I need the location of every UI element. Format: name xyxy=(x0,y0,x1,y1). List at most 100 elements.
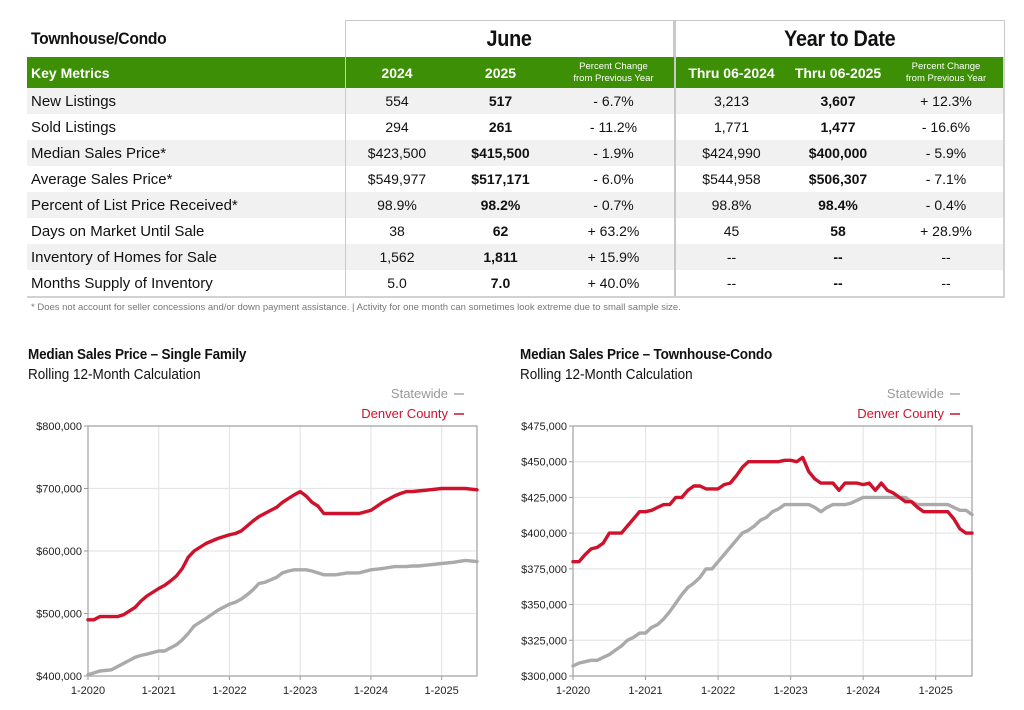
header-june-pct-line2: from Previous Year xyxy=(573,72,654,84)
row-metric-label: New Listings xyxy=(31,92,117,110)
row-metric-label: Median Sales Price* xyxy=(31,144,167,162)
cell-june-2025: 62 xyxy=(492,223,509,239)
y-tick-label: $325,000 xyxy=(521,635,567,647)
table-row: Average Sales Price* $549,977 $517,171 - 6.… xyxy=(27,166,1003,192)
x-tick-label: 1-2021 xyxy=(142,685,176,697)
x-tick-label: 1-2025 xyxy=(425,685,459,697)
cell-june-percent-change: + 40.0% xyxy=(587,275,640,291)
x-tick-label: 1-2023 xyxy=(283,685,317,697)
chart-svg-townhouse-condo: $300,000 $325,000 $350,000 $375,000 $400,000… xyxy=(521,386,974,697)
y-tick-label: $400,000 xyxy=(521,528,567,540)
section-title: Townhouse/Condo xyxy=(31,29,167,48)
table-row: Days on Market Until Sale 38 62 + 63.2% 45 58… xyxy=(27,218,1003,244)
cell-ytd-2025: 58 xyxy=(830,223,846,239)
cell-ytd-2025: 98.4% xyxy=(818,197,858,213)
header-june-2025: 2025 xyxy=(484,64,517,81)
group-header-june: June xyxy=(345,20,674,57)
x-tick-label: 1-2020 xyxy=(556,685,590,697)
table-row: Median Sales Price* $423,500 $415,500 - 1.9… xyxy=(27,140,1003,166)
x-tick-label: 1-2022 xyxy=(212,685,246,697)
cell-ytd-2024: 1,771 xyxy=(674,114,787,140)
group-header-june-label: June xyxy=(486,26,533,51)
x-tick-label: 1-2024 xyxy=(354,685,388,697)
row-metric-label: Sold Listings xyxy=(31,118,117,136)
cell-ytd-percent-change: - 5.9% xyxy=(925,145,967,161)
cell-ytd-2024: 45 xyxy=(674,218,787,244)
cell-june-percent-change: - 1.9% xyxy=(593,145,634,161)
chart-svg-single-family: $400,000 $500,000 $600,000 $700,000 $800,000… xyxy=(36,386,479,697)
legend-label: Denver County xyxy=(857,406,944,421)
y-tick-label: $375,000 xyxy=(521,564,567,576)
y-tick-label: $475,000 xyxy=(521,421,567,433)
cell-ytd-2024: $544,958 xyxy=(674,166,787,192)
cell-june-percent-change: - 6.7% xyxy=(593,93,634,109)
cell-ytd-percent-change: - 0.4% xyxy=(925,197,967,213)
cell-ytd-2024: $424,990 xyxy=(674,140,787,166)
cell-ytd-percent-change: -- xyxy=(941,275,951,291)
header-ytd-2025: Thru 06-2025 xyxy=(794,64,882,81)
table-row: Inventory of Homes for Sale 1,562 1,811 + 1… xyxy=(27,244,1003,270)
header-june-percent-change: Percent Change from Previous Year xyxy=(553,57,674,88)
chart-single-family: Median Sales Price – Single Family Rolli… xyxy=(0,343,490,710)
y-tick-label: $400,000 xyxy=(36,671,82,683)
cell-ytd-2025: -- xyxy=(833,249,843,265)
cell-ytd-2025: 1,477 xyxy=(820,119,856,135)
cell-june-2024: $549,977 xyxy=(345,166,448,192)
cell-june-2024: $423,500 xyxy=(345,140,448,166)
cell-june-2024: 294 xyxy=(345,114,448,140)
cell-ytd-2025: -- xyxy=(833,275,843,291)
x-tick-label: 1-2025 xyxy=(919,685,953,697)
chart-townhouse-condo: Median Sales Price – Townhouse-Condo Rol… xyxy=(492,343,1024,710)
cell-ytd-percent-change: - 16.6% xyxy=(921,119,971,135)
table-row: Sold Listings 294 261 - 11.2% 1,771 1,477 - 16… xyxy=(27,114,1003,140)
cell-june-2025: 7.0 xyxy=(490,275,511,291)
row-metric-label: Inventory of Homes for Sale xyxy=(31,248,217,266)
metrics-table: Key Metrics 2024 2025 Percent Change fro… xyxy=(27,57,1005,298)
group-header-ytd: Year to Date xyxy=(674,20,1005,57)
chart-subtitle: Rolling 12-Month Calculation xyxy=(28,366,201,383)
cell-june-2025: $415,500 xyxy=(471,145,530,161)
cell-june-2025: 98.2% xyxy=(480,197,521,213)
metrics-table-wrapper: Townhouse/Condo June Year to Date Key Me… xyxy=(27,20,1005,298)
cell-ytd-2025: 3,607 xyxy=(820,93,856,109)
table-row: Percent of List Price Received* 98.9% 98.2… xyxy=(27,192,1003,218)
cell-june-2024: 1,562 xyxy=(345,244,448,270)
cell-ytd-percent-change: + 12.3% xyxy=(920,93,972,109)
x-tick-label: 1-2023 xyxy=(774,685,808,697)
plot-frame xyxy=(87,425,478,677)
x-tick-label: 1-2020 xyxy=(71,685,105,697)
y-tick-label: $350,000 xyxy=(521,600,567,612)
cell-ytd-percent-change: + 28.9% xyxy=(920,223,972,239)
cell-june-percent-change: + 63.2% xyxy=(587,223,640,239)
cell-ytd-2024: 98.8% xyxy=(674,192,787,218)
cell-june-2024: 554 xyxy=(345,88,448,114)
legend-label: Statewide xyxy=(887,386,944,401)
cell-june-2025: 261 xyxy=(488,119,513,135)
cell-june-percent-change: - 0.7% xyxy=(593,197,634,213)
cell-june-percent-change: - 6.0% xyxy=(593,171,634,187)
x-tick-label: 1-2022 xyxy=(701,685,735,697)
row-metric-label: Average Sales Price* xyxy=(31,170,173,188)
series-line-statewide xyxy=(86,558,479,677)
table-header-row: Key Metrics 2024 2025 Percent Change fro… xyxy=(27,57,1003,88)
y-tick-label: $425,000 xyxy=(521,492,567,504)
series-line-denver-county xyxy=(86,486,479,622)
cell-ytd-2024: 3,213 xyxy=(674,88,787,114)
cell-june-percent-change: + 15.9% xyxy=(587,249,640,265)
chart-title: Median Sales Price – Single Family xyxy=(28,346,247,363)
row-metric-label: Months Supply of Inventory xyxy=(31,274,213,292)
cell-june-2025: 1,811 xyxy=(483,249,518,265)
plot-frame xyxy=(572,425,973,677)
group-header-ytd-label: Year to Date xyxy=(784,26,896,51)
cell-ytd-2025: $400,000 xyxy=(808,145,868,161)
y-tick-label: $800,000 xyxy=(36,421,82,433)
header-key-metrics: Key Metrics xyxy=(31,64,110,81)
series-line-denver-county xyxy=(571,455,974,564)
legend-label: Statewide xyxy=(391,386,448,401)
row-metric-label: Days on Market Until Sale xyxy=(31,222,205,240)
cell-june-2024: 5.0 xyxy=(345,270,448,296)
y-tick-label: $500,000 xyxy=(36,609,82,621)
cell-june-2024: 38 xyxy=(345,218,448,244)
cell-ytd-2024: -- xyxy=(674,270,787,296)
header-june-pct-line1: Percent Change xyxy=(579,60,648,72)
